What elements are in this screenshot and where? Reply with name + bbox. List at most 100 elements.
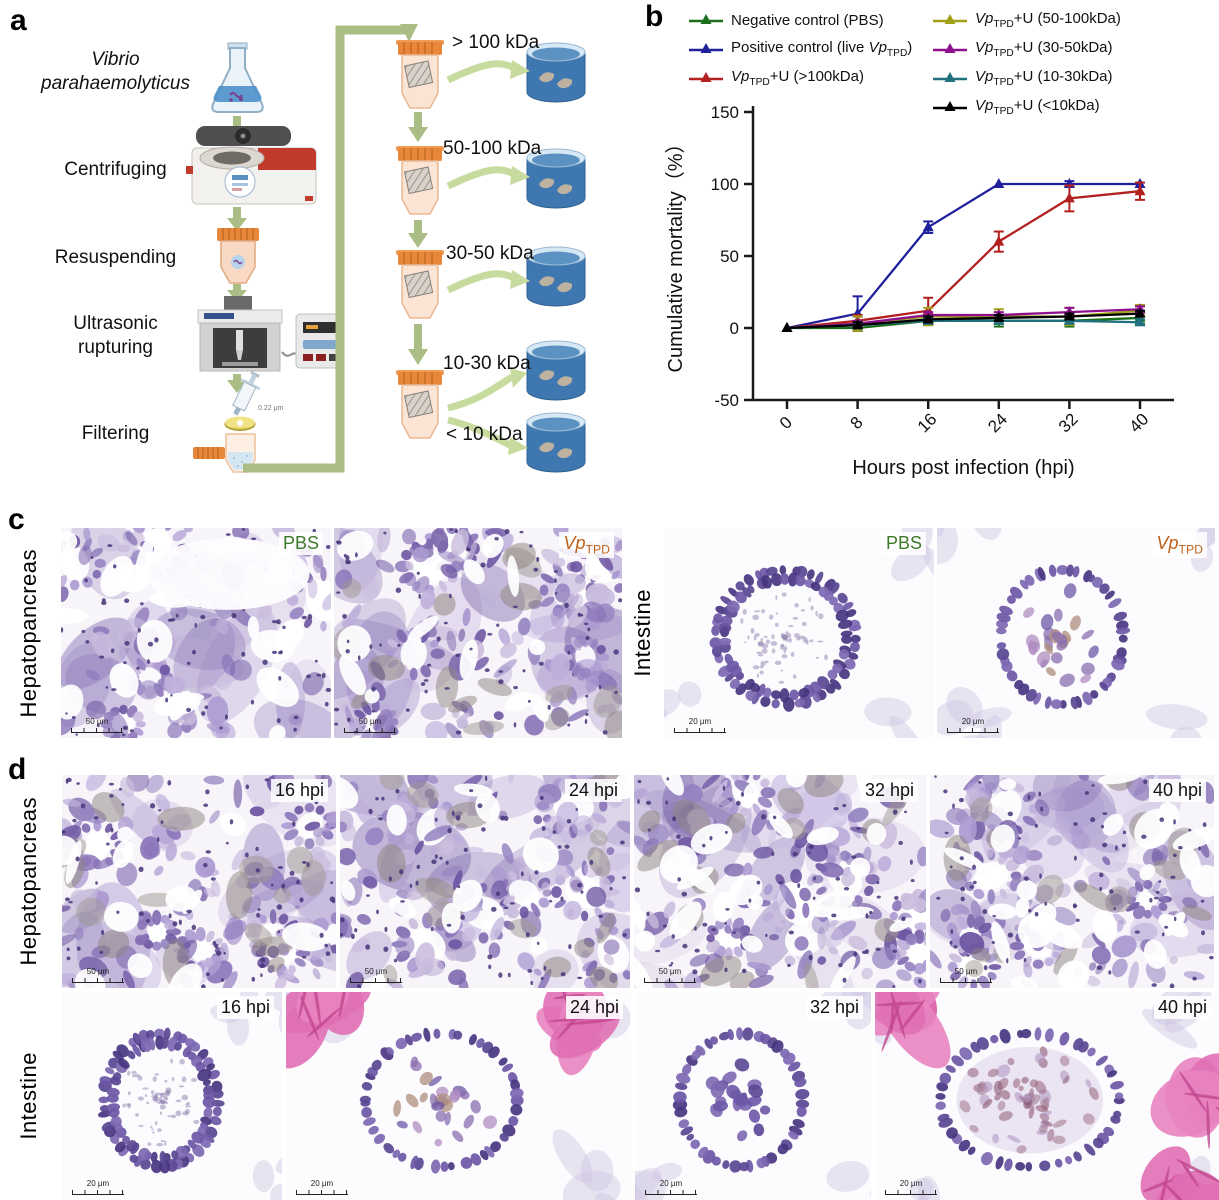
svg-text:8: 8 [846, 413, 866, 433]
svg-text:40: 40 [1126, 410, 1153, 437]
histology-image: PBS 50 μm [61, 528, 331, 738]
legend-label: Positive control (live VpTPD) [731, 39, 913, 59]
chart-legend: Negative control (PBS) Positive control (… [688, 8, 1219, 117]
tissue-row-label-text: Hepatopancreas [16, 797, 41, 966]
scale-bar-ruler [350, 977, 402, 983]
preparation-workflow-illustration [186, 24, 586, 473]
scale-bar: 50 μm [344, 717, 396, 733]
step-label-centrifuging: Centrifuging [64, 159, 167, 180]
legend-item: VpTPD+U (10-30kDa) [932, 66, 1113, 90]
legend-marker-icon [689, 43, 723, 53]
filter-pore-size-note: 0.22 μm [258, 405, 284, 412]
svg-text:50: 50 [720, 247, 739, 266]
tissue-row-label: Hepatopancreas [0, 528, 58, 738]
svg-text:16: 16 [914, 410, 941, 437]
connector-arrow [243, 24, 418, 473]
image-condition-tag: 40 hpi [1148, 779, 1206, 802]
tissue-row-label-text: Hepatopancreas [16, 548, 41, 718]
legend-marker-icon [689, 14, 723, 24]
image-condition-tag: PBS [278, 532, 323, 555]
panel-b-label: b [645, 0, 664, 33]
histology-image: 16 hpi 20 μm [62, 992, 282, 1200]
histology-image: 40 hpi 20 μm [875, 992, 1219, 1200]
histology-tissue-texture [634, 775, 926, 988]
step-label-resuspending: Resuspending [54, 247, 177, 268]
fraction-label-10-30: 10-30 kDa [443, 353, 531, 374]
histology-image: 24 hpi 50 μm [340, 775, 630, 988]
tissue-row-label: Intestine [0, 992, 58, 1200]
histology-image: 24 hpi 20 μm [286, 992, 631, 1200]
svg-text:0: 0 [776, 413, 796, 433]
scale-bar-label: 20 μm [899, 1179, 923, 1189]
panel-c-image-grid: Hepatopancreas PBS 50 μm VpTPD 50 μm Intestin… [0, 528, 1219, 738]
mortality-chart: -50 0 50 100 150 0 8 16 24 32 40 Hours post infecti… [664, 103, 1174, 479]
histology-image: VpTPD 50 μm [334, 528, 622, 738]
step-label-ultrasonic: Ultrasonic rupturing [73, 313, 158, 358]
legend-label: Negative control (PBS) [731, 11, 884, 29]
fraction-label-lt10: < 10 kDa [446, 424, 523, 445]
histology-image: 32 hpi 20 μm [635, 992, 871, 1200]
panel-d-hepatopancreas-grid: Hepatopancreas 16 hpi 50 μm 24 hpi 50 μm 32 h… [0, 775, 1219, 988]
scale-bar: 20 μm [885, 1179, 937, 1195]
histology-image: 32 hpi 50 μm [634, 775, 926, 988]
scale-bar-ruler [72, 977, 124, 983]
legend-marker-icon [933, 14, 967, 24]
image-condition-tag: 24 hpi [565, 996, 623, 1019]
scale-bar: 50 μm [350, 967, 402, 983]
scale-bar-label: 20 μm [86, 1179, 110, 1189]
organism-label: Vibrio parahaemolyticus [41, 49, 190, 94]
histology-image: PBS 20 μm [664, 528, 934, 738]
scale-bar: 20 μm [72, 1179, 124, 1195]
histology-tissue-texture [334, 528, 622, 738]
svg-text:0: 0 [730, 319, 739, 338]
svg-text:24: 24 [984, 410, 1011, 437]
histology-tissue-texture [62, 992, 282, 1200]
microtube-icon [217, 228, 259, 284]
transfer-arrow-head [508, 60, 530, 455]
scale-bar-label: 50 μm [358, 717, 382, 727]
scale-bar-label: 20 μm [659, 1179, 683, 1189]
scale-bar: 50 μm [71, 717, 123, 733]
scale-bar: 50 μm [72, 967, 124, 983]
scale-bar-ruler [885, 1189, 937, 1195]
image-condition-tag: 32 hpi [805, 996, 863, 1019]
legend-label: VpTPD+U (30-50kDa) [975, 39, 1113, 59]
syringe-filter-icon [193, 371, 261, 473]
panel-a-label: a [10, 4, 27, 37]
scale-bar-ruler [644, 977, 696, 983]
image-condition-tag: VpTPD [559, 532, 614, 558]
svg-text:32: 32 [1055, 410, 1082, 437]
scale-bar-ruler [940, 977, 992, 983]
panel-c-label: c [8, 503, 25, 536]
fraction-label-50-100: 50-100 kDa [443, 138, 542, 159]
fraction-tube-icon [396, 40, 444, 439]
scale-bar-label: 50 μm [85, 717, 109, 727]
histology-tissue-texture [664, 528, 934, 738]
scale-bar: 20 μm [296, 1179, 348, 1195]
scale-bar-label: 50 μm [658, 967, 682, 977]
histology-image: VpTPD 20 μm [937, 528, 1215, 738]
image-condition-tag: 16 hpi [270, 779, 328, 802]
legend-marker-icon [689, 72, 723, 82]
legend-label: VpTPD+U (<10kDa) [975, 97, 1100, 117]
step-label-filtering: Filtering [81, 423, 150, 444]
panel-d-intestine-grid: Intestine 16 hpi 20 μm 24 hpi 20 μm 32 hpi 20 … [0, 992, 1219, 1200]
legend-label: VpTPD+U (10-30kDa) [975, 68, 1113, 88]
fraction-label-gt100: > 100 kDa [452, 32, 540, 53]
legend-item: Positive control (live VpTPD) [688, 37, 912, 61]
legend-marker-icon [933, 72, 967, 82]
svg-text:150: 150 [711, 103, 739, 122]
scale-bar: 20 μm [947, 717, 999, 733]
scale-bar: 20 μm [674, 717, 726, 733]
image-condition-tag: 32 hpi [860, 779, 918, 802]
scale-bar-label: 20 μm [688, 717, 712, 727]
scale-bar-ruler [71, 727, 123, 733]
histology-tissue-texture [875, 992, 1219, 1200]
scale-bar-ruler [947, 727, 999, 733]
fraction-label-30-50: 30-50 kDa [446, 243, 534, 264]
image-condition-tag: 24 hpi [564, 779, 622, 802]
legend-item: VpTPD+U (30-50kDa) [932, 37, 1113, 61]
image-condition-tag: PBS [881, 532, 926, 555]
scale-bar-label: 50 μm [364, 967, 388, 977]
